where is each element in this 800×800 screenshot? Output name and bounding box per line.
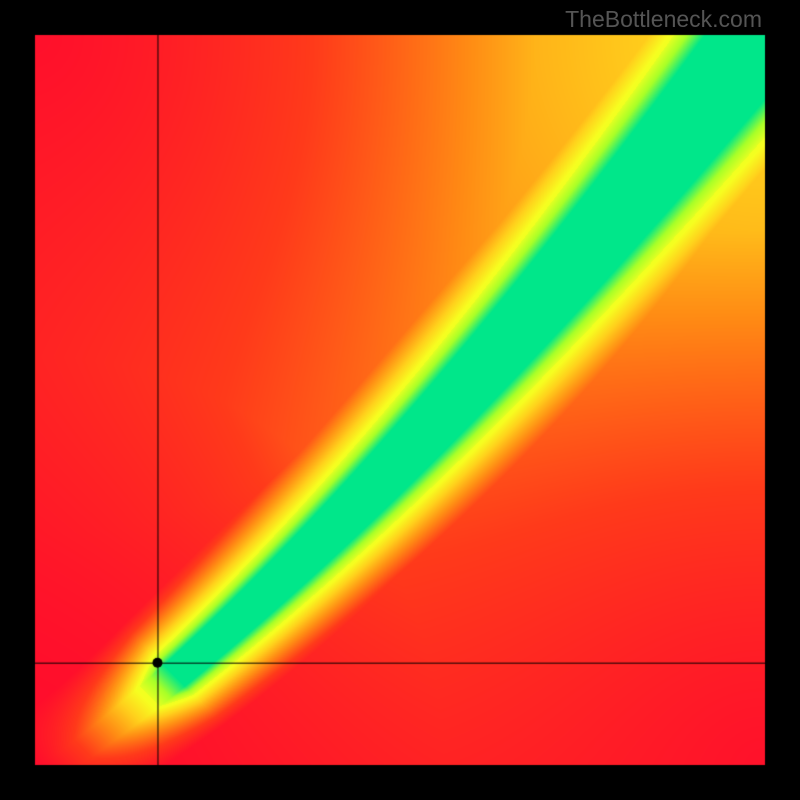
- heatmap-canvas: [0, 0, 800, 800]
- bottleneck-heatmap-chart: TheBottleneck.com: [0, 0, 800, 800]
- watermark-text: TheBottleneck.com: [565, 6, 762, 33]
